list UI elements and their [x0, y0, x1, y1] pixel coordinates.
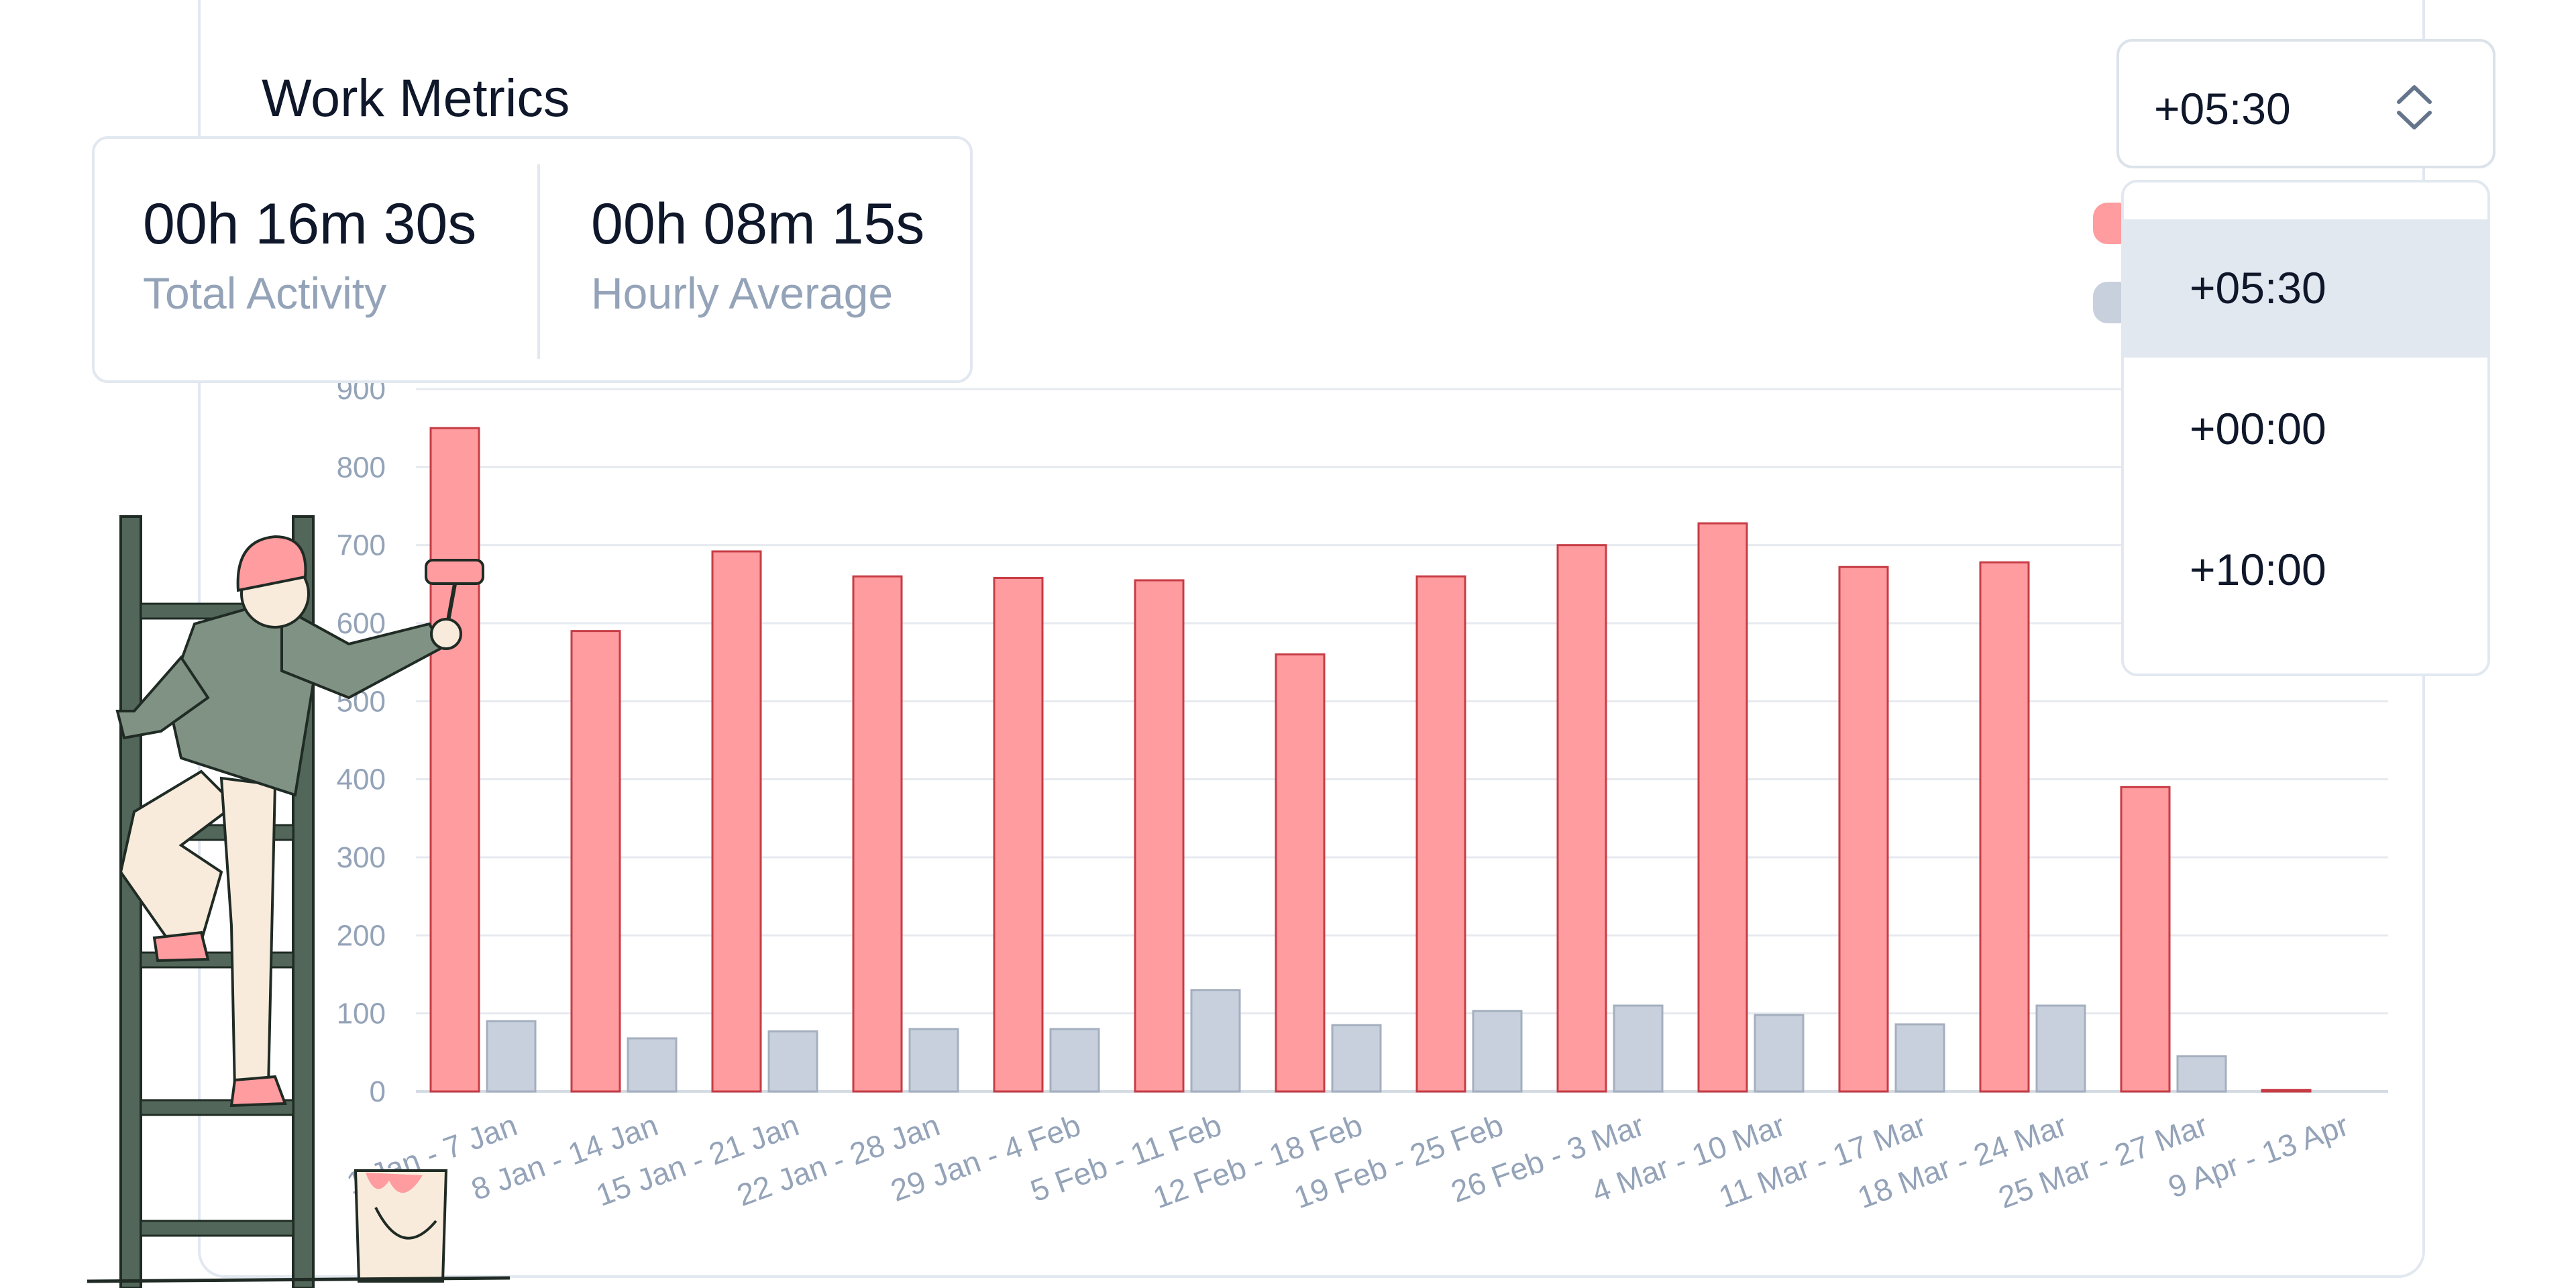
bar-secondary[interactable] — [1049, 1028, 1100, 1093]
bar-primary[interactable] — [852, 575, 903, 1093]
bar-secondary[interactable] — [2176, 1055, 2227, 1093]
total-activity-value: 00h 16m 30s — [143, 192, 477, 256]
total-activity-label: Total Activity — [143, 268, 387, 318]
y-tick-label: 300 — [337, 841, 386, 874]
bar-primary[interactable] — [1415, 575, 1466, 1093]
chevron-up-down-icon — [2397, 85, 2432, 129]
y-tick-label: 200 — [337, 919, 386, 952]
y-tick-label: 700 — [337, 529, 386, 562]
stats-divider — [537, 164, 540, 359]
bar-secondary[interactable] — [908, 1028, 959, 1093]
bar-primary[interactable] — [1556, 544, 1607, 1093]
bar-primary[interactable] — [570, 630, 621, 1093]
stats-panel: 00h 16m 30s Total Activity 00h 08m 15s H… — [92, 136, 973, 383]
bar-primary[interactable] — [1134, 579, 1185, 1093]
timezone-selected-value: +05:30 — [2154, 84, 2291, 133]
bar-secondary[interactable] — [1331, 1024, 1382, 1093]
hourly-average-label: Hourly Average — [591, 268, 894, 318]
bar-primary[interactable] — [1275, 653, 1326, 1093]
timezone-select[interactable]: +05:30 — [2116, 39, 2496, 168]
bar-primary[interactable] — [1838, 566, 1889, 1093]
y-tick-label: 400 — [337, 763, 386, 796]
bar-primary[interactable] — [1979, 561, 2030, 1093]
hourly-average-value: 00h 08m 15s — [591, 192, 925, 256]
bar-secondary[interactable] — [1190, 989, 1241, 1093]
bar-secondary[interactable] — [627, 1037, 678, 1093]
card-title: Work Metrics — [262, 68, 570, 127]
bar-primary[interactable] — [993, 577, 1044, 1093]
y-tick-label: 600 — [337, 607, 386, 640]
bar-primary[interactable] — [429, 427, 480, 1093]
bar-secondary[interactable] — [1754, 1014, 1805, 1093]
bar-primary[interactable] — [2120, 786, 2171, 1093]
bar-secondary[interactable] — [486, 1020, 537, 1093]
timezone-option[interactable]: +10:00 — [2190, 545, 2326, 594]
bar-secondary[interactable] — [1472, 1010, 1523, 1093]
bar-primary[interactable] — [1697, 522, 1748, 1093]
bar-secondary[interactable] — [1613, 1004, 1664, 1093]
timezone-dropdown: +05:30 +00:00 +10:00 — [2121, 180, 2490, 676]
bar-primary[interactable] — [2261, 1089, 2312, 1093]
y-tick-label: 0 — [370, 1075, 386, 1108]
bar-primary[interactable] — [711, 550, 762, 1093]
bar-secondary[interactable] — [1894, 1023, 1945, 1093]
timezone-option[interactable]: +05:30 — [2124, 219, 2487, 358]
bar-secondary[interactable] — [2035, 1004, 2086, 1093]
y-tick-label: 800 — [337, 451, 386, 484]
timezone-option[interactable]: +00:00 — [2190, 404, 2326, 453]
bar-secondary[interactable] — [767, 1030, 818, 1093]
y-tick-label: 100 — [337, 998, 386, 1030]
